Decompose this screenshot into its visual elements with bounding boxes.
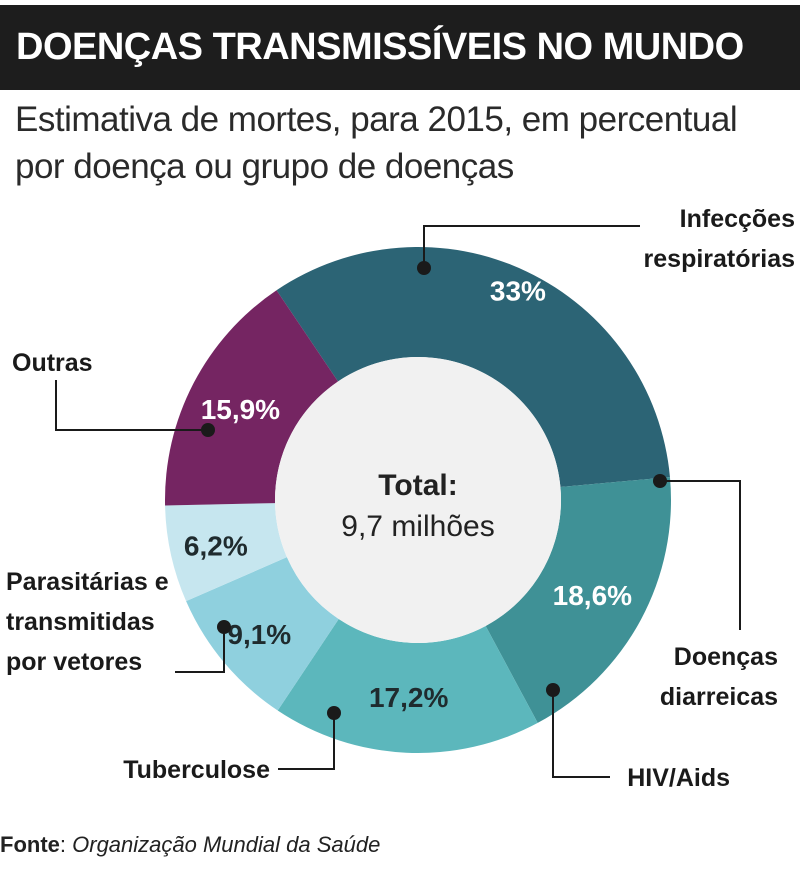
value-label-diarreicas: 18,6% <box>553 580 632 611</box>
value-label-tuberculose: 9,1% <box>227 619 291 650</box>
leader-line-hiv-aids <box>552 690 610 778</box>
category-label-tuberculose: Tuberculose <box>123 756 270 784</box>
slice-hiv-aids <box>277 618 538 753</box>
value-label-outras: 15,9% <box>201 394 280 425</box>
leader-dot-parasitarias <box>217 620 231 634</box>
center-total-value: 9,7 milhões <box>341 510 494 543</box>
source-note: Fonte: Organização Mundial da Saúde <box>0 832 381 857</box>
chart-subtitle: Estimativa de mortes, para 2015, em perc… <box>15 100 738 186</box>
slice-tuberculose <box>186 557 339 711</box>
source-label: Fonte <box>0 832 60 857</box>
category-label-hiv-aids: HIV/Aids <box>627 764 730 792</box>
value-label-hiv-aids: 17,2% <box>369 682 448 713</box>
category-label-parasitarias: Parasitárias e <box>6 568 169 596</box>
slice-outras <box>165 290 339 506</box>
category-label-diarreicas: Doenças <box>674 643 778 671</box>
slice-respiratorias <box>276 246 670 488</box>
category-label-diarreicas: diarreicas <box>660 683 778 711</box>
value-label-respiratorias: 33% <box>490 276 546 307</box>
category-label-parasitarias: por vetores <box>6 648 142 676</box>
leader-line-respiratorias <box>423 225 640 268</box>
leader-line-diarreicas <box>660 480 741 630</box>
value-label-parasitarias: 6,2% <box>184 530 248 561</box>
category-label-outras: Outras <box>12 349 93 377</box>
slice-parasitarias <box>165 503 287 602</box>
center-total-label: Total: <box>378 469 457 502</box>
source-text: Organização Mundial da Saúde <box>72 832 381 857</box>
center-disc <box>275 357 561 643</box>
category-label-respiratorias: Infecções <box>680 205 795 233</box>
leader-line-tuberculose <box>278 713 335 770</box>
leader-line-parasitarias <box>175 627 225 673</box>
leader-dot-diarreicas <box>653 474 667 488</box>
category-label-parasitarias: transmitidas <box>6 608 155 636</box>
leader-line-outras <box>55 380 208 431</box>
chart-title: DOENÇAS TRANSMISSÍVEIS NO MUNDO <box>0 5 800 90</box>
leader-dot-outras <box>201 423 215 437</box>
leader-dot-tuberculose <box>327 706 341 720</box>
leader-dot-hiv-aids <box>546 683 560 697</box>
slice-diarreicas <box>485 477 671 723</box>
leader-dot-respiratorias <box>417 261 431 275</box>
category-label-respiratorias: respiratórias <box>644 245 795 273</box>
